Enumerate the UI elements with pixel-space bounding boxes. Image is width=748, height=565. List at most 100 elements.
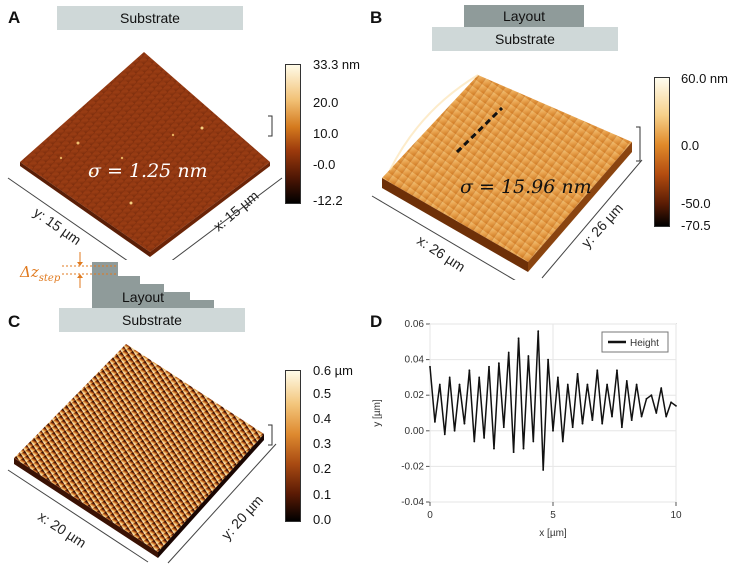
data-point bbox=[620, 426, 623, 429]
panel-a-sigma: σ = 1.25 nm bbox=[88, 160, 208, 182]
panel-c-cb-t4: 0.2 bbox=[313, 461, 332, 476]
panel-c-cb-t3: 0.3 bbox=[313, 436, 332, 451]
panel-b-cb-max: 60.0 nm bbox=[681, 71, 728, 86]
data-point bbox=[522, 447, 525, 450]
data-point bbox=[630, 419, 633, 422]
panel-a-x-axis-line bbox=[171, 177, 283, 260]
data-point bbox=[438, 383, 441, 386]
data-point bbox=[635, 383, 638, 386]
step-delta-label: Δzstep bbox=[20, 263, 61, 284]
data-point bbox=[561, 440, 564, 443]
data-point bbox=[532, 440, 535, 443]
panel-b-surface bbox=[371, 74, 643, 280]
data-point bbox=[547, 358, 549, 361]
data-point bbox=[493, 447, 495, 450]
y-tick-label: 0.00 bbox=[405, 426, 425, 437]
panel-b-cb-min: -70.5 bbox=[681, 218, 711, 233]
y-axis-label: y [µm] bbox=[372, 399, 383, 427]
panel-c-surface bbox=[7, 344, 277, 564]
panel-a-surface bbox=[7, 52, 283, 260]
panel-b-layout-bar: Layout bbox=[464, 5, 584, 27]
panel-b-cb-t1: 0.0 bbox=[681, 138, 700, 153]
panel-c-cb-t1: 0.5 bbox=[313, 386, 332, 401]
data-point bbox=[502, 426, 505, 429]
data-point bbox=[434, 421, 436, 423]
data-point bbox=[625, 380, 628, 382]
data-point bbox=[640, 415, 643, 418]
panel-c-label: C bbox=[8, 312, 21, 331]
x-tick-label: 5 bbox=[550, 510, 556, 521]
data-point bbox=[512, 451, 515, 454]
panel-c-cb-t2: 0.4 bbox=[313, 411, 332, 426]
data-point bbox=[453, 429, 456, 432]
data-point bbox=[596, 369, 599, 372]
data-point bbox=[473, 440, 476, 443]
data-point bbox=[468, 369, 471, 372]
data-point bbox=[586, 383, 589, 386]
y-tick-label: 0.06 bbox=[405, 319, 425, 330]
panel-b-sigma: σ = 15.96 nm bbox=[460, 176, 592, 198]
data-point bbox=[660, 387, 663, 389]
step-layout-label: Layout bbox=[122, 289, 165, 305]
data-point bbox=[665, 415, 668, 418]
panel-a-y-axis-line bbox=[7, 177, 128, 260]
panel-c-colorbar bbox=[285, 370, 301, 522]
data-point bbox=[606, 383, 609, 386]
y-tick-label: 0.02 bbox=[405, 390, 425, 401]
data-point bbox=[571, 426, 574, 429]
data-point bbox=[507, 351, 510, 354]
data-point bbox=[537, 330, 540, 333]
panel-d-label: D bbox=[370, 312, 383, 331]
data-point bbox=[650, 394, 653, 397]
panel-c-cb-max: 0.6 µm bbox=[313, 363, 354, 378]
panel-b-bracket bbox=[636, 126, 641, 162]
x-tick-label: 0 bbox=[427, 510, 433, 521]
data-point bbox=[478, 376, 481, 379]
x-axis-label: x [µm] bbox=[539, 528, 567, 539]
data-point bbox=[645, 397, 648, 400]
panel-d-chart: 0.06 0.04 0.02 0.00 -0.02 -0.040 5 10 x [µm] y [µ… bbox=[372, 319, 682, 539]
data-point bbox=[542, 469, 545, 471]
panel-c-substrate-bar: Substrate bbox=[59, 308, 245, 332]
panel-c-cb-t5: 0.1 bbox=[313, 487, 332, 502]
step-diagram bbox=[62, 252, 214, 308]
legend-label: Height bbox=[630, 338, 659, 349]
data-point bbox=[488, 365, 490, 368]
legend-box bbox=[601, 331, 669, 353]
panel-a-cb-t3: -0.0 bbox=[313, 157, 336, 172]
y-tick-label: -0.04 bbox=[401, 497, 424, 508]
y-tick-label: -0.02 bbox=[401, 461, 424, 472]
data-point bbox=[655, 412, 658, 414]
data-point bbox=[552, 429, 554, 432]
panel-c-cb-min: 0.0 bbox=[313, 512, 332, 527]
panel-a-cb-min: -12.2 bbox=[313, 193, 343, 208]
panel-c-bracket bbox=[268, 424, 273, 446]
data-point bbox=[557, 376, 559, 379]
data-point bbox=[429, 365, 431, 368]
data-point bbox=[443, 433, 446, 436]
panel-b-colorbar bbox=[654, 77, 670, 227]
panel-b-label: B bbox=[370, 8, 383, 27]
data-point bbox=[458, 383, 461, 386]
data-point bbox=[675, 404, 677, 407]
panel-b-substrate-bar: Substrate bbox=[432, 27, 618, 51]
data-point bbox=[670, 401, 672, 404]
data-point bbox=[448, 376, 451, 379]
data-point bbox=[566, 383, 569, 386]
data-point bbox=[517, 337, 520, 340]
panel-b-cb-t2: -50.0 bbox=[681, 196, 711, 211]
panel-a-cb-max: 33.3 nm bbox=[313, 57, 360, 72]
data-point bbox=[576, 372, 579, 375]
data-point bbox=[483, 437, 486, 439]
data-point bbox=[581, 422, 584, 425]
x-tick-label: 10 bbox=[670, 510, 682, 521]
panel-a-label: A bbox=[8, 8, 21, 27]
panel-b-profile-line bbox=[455, 106, 504, 154]
panel-a-substrate-bar: Substrate bbox=[57, 6, 243, 30]
data-point bbox=[591, 419, 594, 422]
data-point bbox=[497, 362, 500, 365]
panel-a-cb-t1: 20.0 bbox=[313, 95, 339, 110]
panel-a-colorbar bbox=[285, 64, 301, 204]
panel-a-bracket bbox=[268, 115, 273, 137]
data-point bbox=[463, 422, 466, 425]
